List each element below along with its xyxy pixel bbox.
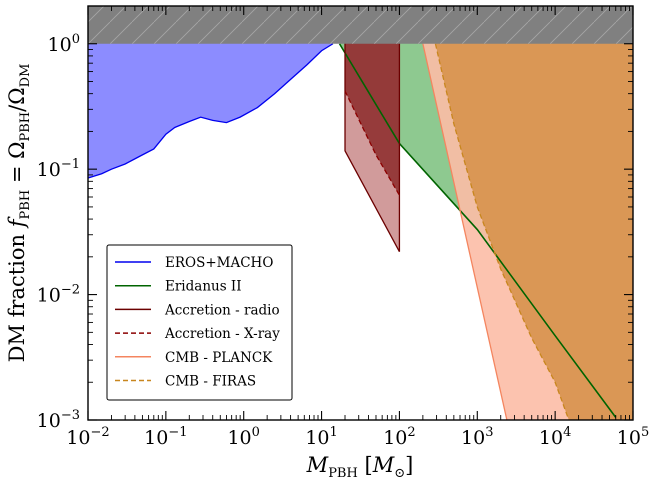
- y-tick-label: 10−1: [37, 157, 80, 181]
- y-tick-label: 10−2: [37, 283, 80, 307]
- legend-label-planck: CMB - PLANCK: [165, 350, 273, 366]
- plot-frame: [87, 5, 634, 421]
- x-tick-label: 105: [617, 425, 649, 449]
- legend-label-eridanus: Eridanus II: [165, 279, 242, 295]
- x-tick-label: 10−1: [144, 425, 187, 449]
- legend-label-eros: EROS+MACHO: [165, 255, 273, 271]
- legend-label-acc_xray: Accretion - X-ray: [164, 326, 280, 342]
- legend: EROS+MACHO Eridanus II Accretion - radio Ac…: [106, 244, 293, 401]
- legend-box: [106, 244, 293, 401]
- y-tick-label: 10−3: [37, 408, 80, 432]
- excluded-region: [88, 6, 633, 44]
- legend-label-firas: CMB - FIRAS: [165, 374, 256, 390]
- line-cmb-planck: [422, 43, 508, 420]
- area-accretion-xray: [345, 6, 400, 196]
- area-cmb-firas: [435, 6, 633, 420]
- line-eros-macho: [88, 43, 334, 179]
- x-tick-label: 101: [305, 425, 337, 449]
- line-cmb-firas: [434, 43, 570, 420]
- x-tick-label: 104: [539, 425, 571, 449]
- x-tick-label: 102: [383, 425, 415, 449]
- x-tick-label: 10−2: [66, 425, 109, 449]
- legend-label-acc_radio: Accretion - radio: [164, 302, 280, 318]
- y-axis-title: DM fraction fPBH = ΩPBH/ΩDM: [5, 64, 33, 363]
- x-tick-label: 103: [461, 425, 493, 449]
- line-eridanus-ii: [338, 43, 617, 418]
- x-tick-label: 100: [227, 425, 259, 449]
- line-accretion-xray: [344, 90, 400, 196]
- y-tick-label: 100: [48, 32, 80, 56]
- x-axis-title: MPBH [M⊙]: [306, 453, 414, 481]
- area-eros-macho: [88, 6, 333, 179]
- line-accretion-radio: [344, 6, 401, 252]
